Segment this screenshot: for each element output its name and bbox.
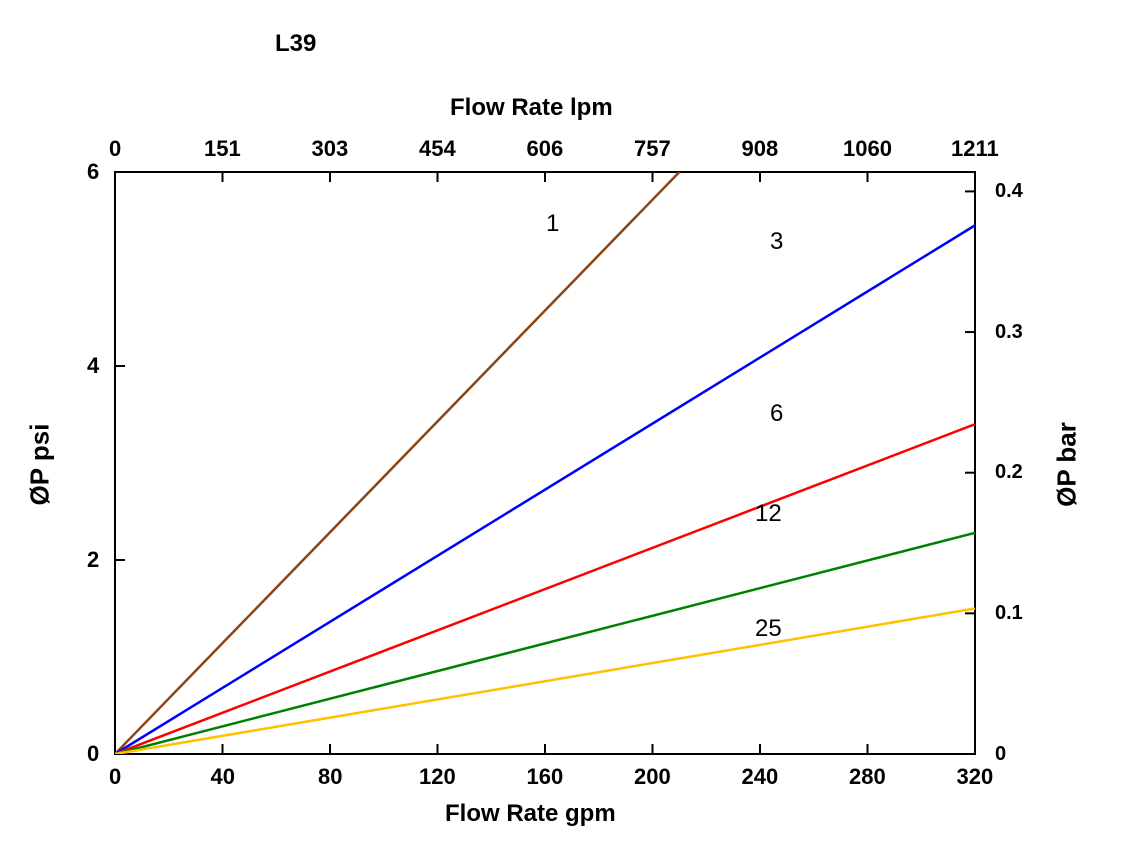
yleft-tick-0: 0 (87, 741, 99, 767)
xbottom-tick-80: 80 (318, 764, 342, 790)
xbottom-tick-0: 0 (109, 764, 121, 790)
xbottom-tick-40: 40 (211, 764, 235, 790)
xtop-tick-0: 0 (109, 136, 121, 162)
series-label-1: 1 (546, 210, 559, 238)
yleft-tick-6: 6 (87, 159, 99, 185)
yright-tick-0.1: 0.1 (995, 602, 1023, 625)
xtop-tick-757: 757 (634, 136, 671, 162)
yleft-tick-2: 2 (87, 547, 99, 573)
series-line-3 (115, 225, 975, 754)
xtop-tick-908: 908 (742, 136, 779, 162)
series-label-6: 6 (770, 400, 783, 428)
xtop-tick-151: 151 (204, 136, 241, 162)
xbottom-tick-200: 200 (634, 764, 671, 790)
xtop-tick-303: 303 (312, 136, 349, 162)
yleft-tick-4: 4 (87, 353, 99, 379)
xbottom-tick-240: 240 (742, 764, 779, 790)
yright-tick-0.4: 0.4 (995, 180, 1023, 203)
xbottom-tick-320: 320 (957, 764, 994, 790)
xbottom-tick-280: 280 (849, 764, 886, 790)
series-label-12: 12 (755, 500, 782, 528)
yright-tick-0: 0 (995, 743, 1006, 766)
xtop-tick-1211: 1211 (951, 136, 999, 162)
xtop-tick-1060: 1060 (843, 136, 892, 162)
series-label-25: 25 (755, 615, 782, 643)
xbottom-tick-160: 160 (527, 764, 564, 790)
series-line-6 (115, 424, 975, 754)
series-label-3: 3 (770, 228, 783, 256)
series-line-25 (115, 609, 975, 755)
xtop-tick-606: 606 (527, 136, 564, 162)
chart-container: L39 Flow Rate lpm Flow Rate gpm ØP psi Ø… (0, 0, 1122, 864)
series-line-12 (115, 533, 975, 754)
yright-tick-0.2: 0.2 (995, 461, 1023, 484)
yright-tick-0.3: 0.3 (995, 321, 1023, 344)
xtop-tick-454: 454 (419, 136, 456, 162)
xbottom-tick-120: 120 (419, 764, 456, 790)
series-line-1 (115, 172, 679, 754)
plot-area (0, 0, 1122, 864)
